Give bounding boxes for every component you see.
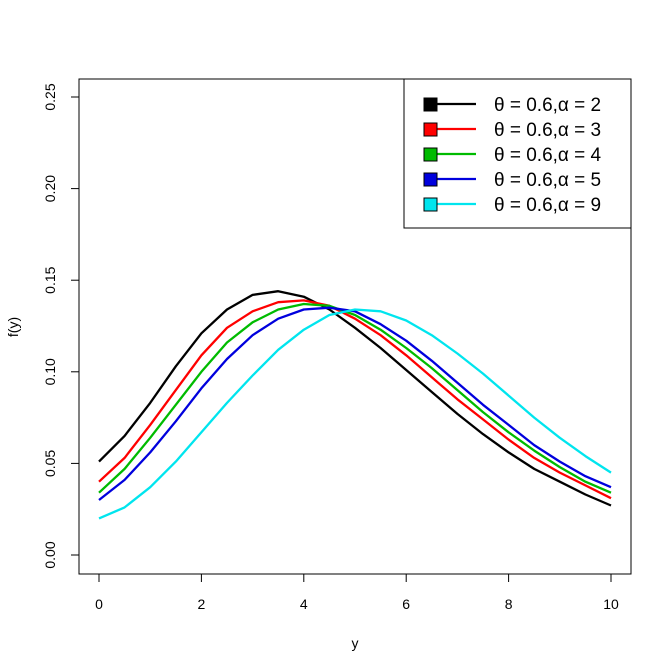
series-layer: [98, 290, 612, 520]
series-line-2: [98, 299, 612, 500]
legend-label-1: θ = 0.6,α = 2: [494, 95, 601, 116]
y-tick-label: 0.25: [42, 83, 58, 110]
legend-swatch-5: [423, 197, 438, 212]
y-tick-label: 0.20: [42, 175, 58, 202]
y-tick-label: 0.10: [42, 358, 58, 385]
y-tick-label: 0.00: [42, 541, 58, 568]
legend-label-5: θ = 0.6,α = 9: [494, 195, 601, 216]
legend-label-3: θ = 0.6,α = 4: [494, 145, 602, 166]
x-axis-title: y: [352, 635, 359, 651]
x-tick-label: 4: [300, 596, 308, 612]
series-line-4: [98, 306, 612, 501]
series-line-5: [98, 308, 612, 520]
x-axis: 0 2 4 6 8 10: [95, 573, 619, 612]
x-tick-label: 6: [402, 596, 410, 612]
series-line-1: [98, 290, 612, 507]
x-tick-label: 10: [603, 596, 619, 612]
legend: θ = 0.6,α = 2 θ = 0.6,α = 3 θ = 0.6,α = 4 θ…: [403, 78, 632, 229]
legend-label-4: θ = 0.6,α = 5: [494, 170, 601, 191]
y-tick-label: 0.15: [42, 266, 58, 293]
y-tick-label: 0.05: [42, 450, 58, 477]
y-axis-title: f(y): [5, 317, 21, 337]
series-line-3: [98, 302, 612, 494]
legend-swatch-1: [423, 97, 438, 112]
x-tick-label: 0: [95, 596, 103, 612]
legend-swatch-3: [423, 147, 438, 162]
legend-swatch-4: [423, 172, 438, 187]
legend-label-2: θ = 0.6,α = 3: [494, 120, 601, 141]
legend-swatch-2: [423, 122, 438, 137]
x-tick-label: 8: [505, 596, 513, 612]
y-axis: 0.00 0.05 0.10 0.15 0.20 0.25: [42, 83, 80, 569]
x-tick-label: 2: [198, 596, 206, 612]
